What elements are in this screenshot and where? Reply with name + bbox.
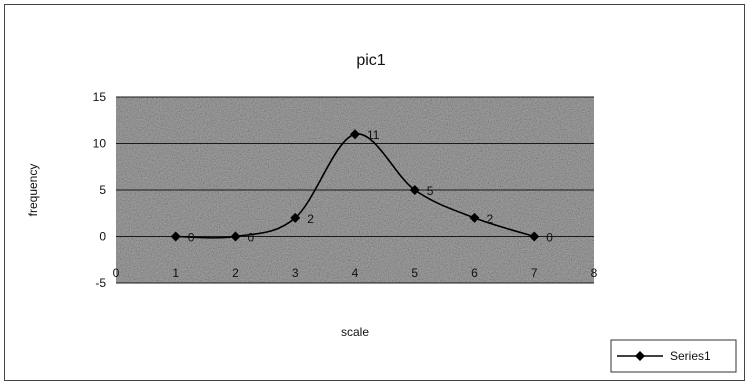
data-point-marker: [290, 212, 301, 223]
x-tick-label: 1: [172, 266, 179, 280]
data-label: 2: [487, 212, 494, 226]
legend: Series1: [610, 339, 737, 373]
data-point-marker: [529, 231, 540, 242]
series-line-group: [170, 129, 540, 242]
data-point-marker: [409, 185, 420, 195]
data-point-marker: [170, 231, 181, 242]
legend-diamond-marker: [635, 351, 645, 361]
x-tick-label: 2: [232, 266, 239, 280]
data-point-marker: [230, 231, 241, 242]
data-label: 0: [188, 231, 195, 245]
y-tick-label: 5: [99, 183, 106, 197]
x-tick-label: 7: [531, 266, 538, 280]
data-label: 5: [427, 184, 434, 198]
x-tick-label: 8: [591, 266, 598, 280]
data-label: 0: [248, 231, 255, 245]
y-tick-labels: -5 0 5 10 15: [93, 90, 107, 290]
y-tick-label: 0: [99, 230, 106, 244]
legend-series-label: Series1: [670, 349, 711, 363]
x-tick-label: 4: [352, 266, 359, 280]
data-point-marker: [350, 129, 360, 140]
data-point-marker: [469, 212, 480, 223]
y-axis-label: frequency: [26, 164, 40, 217]
x-tick-labels: 0 1 2 3 4 5 6 7 8: [113, 266, 598, 280]
data-labels: 0 0 2 11 5 2 0: [188, 128, 554, 244]
x-tick-label: 0: [113, 266, 120, 280]
x-tick-label: 5: [411, 266, 418, 280]
legend-box: [610, 339, 737, 373]
y-tick-label: 15: [93, 90, 107, 104]
gridlines: [116, 96, 594, 284]
y-tick-label: -5: [95, 276, 106, 290]
x-tick-label: 3: [292, 266, 299, 280]
data-label: 11: [367, 128, 380, 142]
data-label: 0: [546, 231, 553, 245]
x-tick-label: 6: [471, 266, 478, 280]
data-label: 2: [307, 212, 314, 226]
x-axis-label: scale: [341, 325, 369, 339]
y-tick-label: 10: [93, 137, 107, 151]
chart-title: pic1: [356, 52, 385, 69]
